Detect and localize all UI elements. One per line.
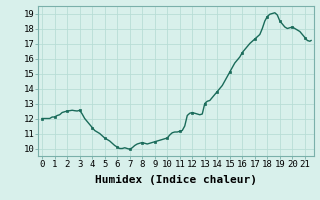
X-axis label: Humidex (Indice chaleur): Humidex (Indice chaleur) — [95, 175, 257, 185]
